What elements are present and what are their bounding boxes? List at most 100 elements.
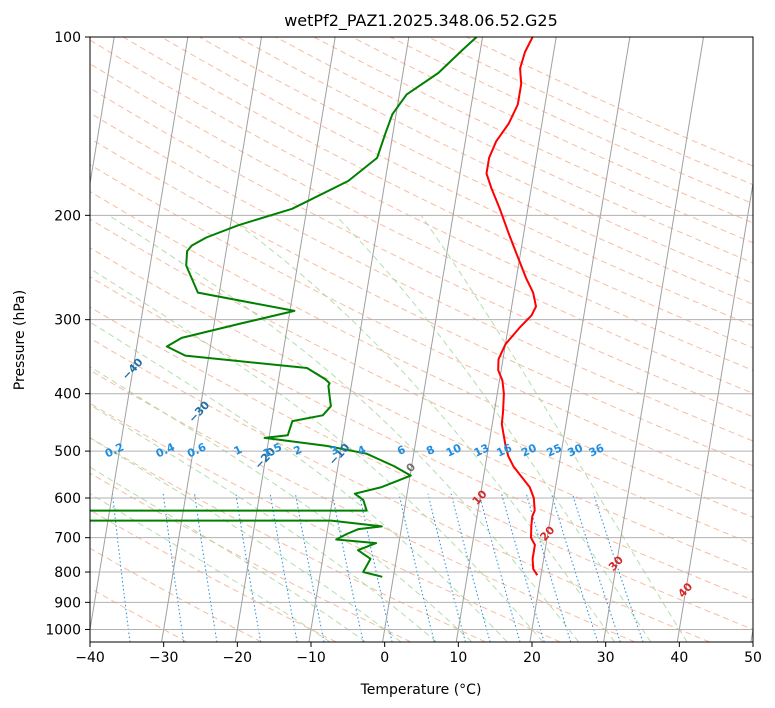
- dry-adiabat: [90, 39, 753, 371]
- mixing-ratio-label: 4: [356, 443, 369, 458]
- dry-adiabat: [275, 37, 753, 264]
- x-tick-label: −40: [75, 650, 105, 666]
- plot-frame: [89, 36, 754, 643]
- isotherm-line: [750, 626, 753, 642]
- mixing-ratio-line: [162, 493, 185, 642]
- isotherm-line: [90, 37, 115, 187]
- moist-adiabat: [90, 404, 437, 642]
- y-tick-label: 800: [54, 565, 81, 581]
- x-tick-label: 10: [449, 650, 467, 666]
- mixing-ratio-line: [398, 493, 435, 642]
- isotherm-line: [529, 37, 631, 642]
- dry-adiabat: [90, 63, 753, 394]
- dry-adiabat: [237, 37, 753, 284]
- dry-adiabat: [466, 37, 753, 167]
- x-tick-label: 40: [670, 650, 688, 666]
- x-tick-label: 20: [523, 650, 541, 666]
- mixing-ratio-line: [450, 493, 491, 642]
- mixing-ratio-lines: [112, 493, 644, 642]
- moist-adiabat: [335, 214, 652, 642]
- y-axis: 100 200 300 400 500 600 700 800 900 1000: [45, 30, 90, 638]
- moist-adiabat: [90, 321, 508, 642]
- dry-adiabat: [90, 276, 753, 601]
- dry-adiabat: [90, 87, 753, 418]
- x-tick-label: 30: [597, 650, 615, 666]
- dry-adiabat: [90, 337, 710, 642]
- dry-adiabat: [122, 37, 753, 349]
- x-tick-label: −30: [149, 650, 179, 666]
- x-tick-label: −20: [223, 650, 253, 666]
- dry-adiabat: [90, 218, 753, 545]
- mixing-ratio-labels: 0.1 0.2 0.4 0.6 1 1.5 2 3 4 6 8 10 13 16 20 25 30 36: [103, 440, 607, 460]
- mixing-ratio-label: 36: [587, 441, 607, 459]
- dry-adiabat: [351, 37, 753, 224]
- mixing-ratio-line: [112, 493, 131, 642]
- mixing-ratio-line: [551, 493, 599, 642]
- mixing-ratio-line: [358, 493, 393, 642]
- dry-adiabat: [90, 164, 753, 492]
- isotherm-line: [161, 37, 263, 642]
- dry-adiabats: [90, 37, 753, 642]
- dry-adiabat: [90, 587, 187, 642]
- mixing-ratio-line: [269, 493, 298, 642]
- mixing-ratio-line: [194, 493, 218, 642]
- dry-adiabat: [90, 547, 262, 642]
- mixing-ratio-label: 8: [424, 443, 436, 458]
- isotherm-label: 30: [606, 553, 626, 573]
- isotherm-line: [382, 37, 484, 642]
- mixing-ratio-label: 25: [545, 441, 564, 459]
- isotherm-label: 40: [675, 580, 695, 600]
- dry-adiabat: [90, 509, 337, 642]
- x-tick-label: −10: [296, 650, 326, 666]
- moist-adiabat: [90, 366, 473, 642]
- x-tick-label: 0: [380, 650, 389, 666]
- dry-adiabat: [389, 37, 753, 205]
- pressure-gridlines: [90, 37, 753, 630]
- y-axis-title: Pressure (hPa): [12, 290, 28, 390]
- profile-series: [90, 37, 539, 578]
- x-axis-title: Temperature (°C): [360, 682, 482, 698]
- isotherm-line: [90, 37, 189, 633]
- dry-adiabat: [90, 306, 753, 630]
- dewpoint-profile: [90, 37, 478, 578]
- mixing-ratio-label: 30: [566, 441, 586, 459]
- isotherm-line: [308, 37, 410, 642]
- moist-adiabat: [90, 267, 544, 642]
- y-tick-label: 600: [54, 491, 81, 507]
- chart-title: wetPf2_PAZ1.2025.348.06.52.G25: [284, 11, 558, 31]
- mixing-ratio-line: [593, 493, 644, 642]
- x-axis: −40 −30 −20 −10 0 10 20 30 40 50: [75, 642, 762, 666]
- y-tick-label: 400: [54, 387, 81, 403]
- isotherm-label: 10: [470, 487, 490, 507]
- moist-adiabat: [108, 214, 580, 642]
- mixing-ratio-label: 6: [395, 443, 408, 458]
- mixing-ratio-line: [525, 493, 572, 642]
- isotherm-label: −40: [119, 355, 145, 382]
- mixing-ratio-label: 2: [291, 443, 303, 458]
- temperature-profile: [485, 37, 539, 576]
- dry-adiabat: [90, 190, 753, 518]
- moist-adiabat: [420, 215, 688, 642]
- mixing-ratio-line: [331, 493, 364, 642]
- dry-adiabat: [428, 37, 753, 186]
- y-tick-label: 700: [54, 531, 81, 547]
- mixing-ratio-label: 20: [519, 441, 539, 459]
- y-tick-label: 300: [54, 313, 81, 329]
- mixing-ratio-line: [427, 493, 466, 642]
- mixing-ratio-line: [294, 493, 325, 642]
- isotherm-line: [603, 37, 705, 642]
- isotherms: [90, 37, 753, 642]
- mixing-ratio-label: 10: [444, 441, 464, 459]
- moist-adiabat: [225, 214, 616, 642]
- isotherm-line: [455, 37, 557, 642]
- moist-adiabat: [90, 466, 366, 642]
- mixing-ratio-line: [478, 493, 521, 642]
- x-tick-label: 50: [744, 650, 762, 666]
- moist-adiabats: [90, 214, 688, 642]
- y-tick-label: 100: [54, 30, 81, 46]
- isotherm-line: [234, 37, 336, 642]
- mixing-ratio-line: [501, 493, 545, 642]
- y-tick-label: 200: [54, 208, 81, 224]
- isotherm-line: [676, 180, 753, 642]
